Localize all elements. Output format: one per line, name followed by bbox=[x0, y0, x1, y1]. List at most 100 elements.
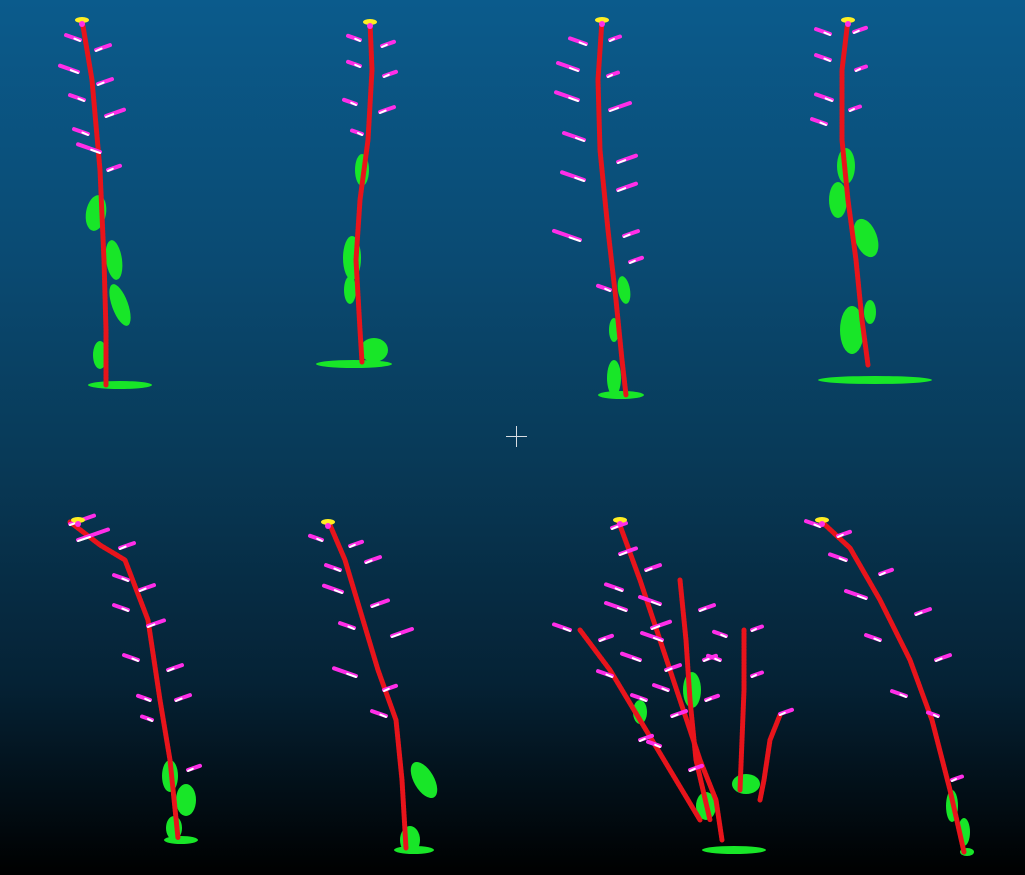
node bbox=[147, 718, 153, 722]
flower-bud bbox=[617, 521, 623, 527]
node bbox=[77, 536, 91, 542]
node bbox=[167, 667, 175, 672]
flower bbox=[613, 517, 627, 523]
flower-bud bbox=[819, 521, 825, 527]
node bbox=[639, 697, 647, 702]
node bbox=[569, 67, 579, 72]
node bbox=[609, 38, 615, 42]
node bbox=[131, 657, 139, 662]
node bbox=[617, 159, 627, 164]
leaf bbox=[607, 360, 621, 396]
node bbox=[873, 637, 881, 642]
node bbox=[609, 107, 619, 112]
flower-bud bbox=[845, 21, 851, 27]
leaf bbox=[732, 774, 760, 794]
flower bbox=[841, 17, 855, 23]
ground-patch bbox=[702, 846, 766, 854]
node bbox=[751, 674, 757, 678]
ground-patch bbox=[598, 391, 644, 399]
stem bbox=[353, 19, 375, 365]
node bbox=[568, 96, 579, 102]
bud bbox=[76, 527, 110, 542]
node bbox=[90, 148, 101, 154]
node bbox=[175, 697, 183, 702]
stem bbox=[677, 577, 713, 823]
node bbox=[575, 137, 585, 142]
leaf bbox=[853, 218, 879, 258]
ground-patch bbox=[88, 381, 152, 389]
node bbox=[933, 714, 939, 718]
stem bbox=[819, 519, 967, 855]
plant-8[interactable] bbox=[804, 517, 974, 856]
node bbox=[915, 611, 923, 616]
plant-4[interactable] bbox=[810, 17, 932, 384]
flower bbox=[815, 517, 829, 523]
node bbox=[855, 68, 861, 72]
node bbox=[651, 601, 661, 606]
node bbox=[614, 587, 623, 592]
plant-5[interactable] bbox=[67, 513, 202, 844]
node bbox=[187, 767, 194, 772]
node bbox=[823, 57, 831, 62]
node bbox=[714, 657, 721, 662]
node bbox=[689, 767, 696, 772]
node bbox=[853, 29, 860, 34]
flower bbox=[595, 17, 609, 23]
node bbox=[119, 545, 127, 550]
node bbox=[604, 287, 611, 292]
node bbox=[316, 537, 323, 542]
stem bbox=[327, 522, 409, 851]
leaf bbox=[344, 276, 356, 304]
node bbox=[751, 628, 757, 632]
flower-bud bbox=[75, 521, 81, 527]
node bbox=[819, 121, 827, 126]
stem bbox=[595, 17, 629, 398]
stem bbox=[577, 627, 703, 823]
node bbox=[69, 69, 79, 74]
plant-6[interactable] bbox=[308, 519, 443, 854]
node bbox=[139, 587, 147, 592]
node bbox=[617, 187, 627, 192]
ground-patch bbox=[316, 360, 392, 368]
leaf bbox=[105, 240, 123, 280]
node bbox=[95, 47, 103, 52]
stem bbox=[737, 627, 747, 793]
plant-7[interactable] bbox=[552, 517, 794, 854]
node bbox=[121, 607, 129, 612]
node bbox=[653, 637, 663, 642]
node bbox=[813, 523, 821, 528]
node bbox=[838, 557, 847, 562]
flower-bud bbox=[325, 523, 331, 529]
plant-2[interactable] bbox=[316, 19, 398, 368]
node bbox=[371, 603, 380, 608]
node bbox=[354, 63, 361, 68]
node bbox=[574, 176, 585, 182]
node bbox=[383, 687, 390, 692]
plant-1[interactable] bbox=[58, 17, 152, 389]
node bbox=[354, 37, 361, 42]
node bbox=[568, 236, 581, 242]
node bbox=[73, 37, 81, 42]
stem bbox=[67, 519, 181, 841]
node bbox=[357, 132, 363, 136]
plant-3[interactable] bbox=[552, 17, 644, 399]
node bbox=[720, 633, 727, 638]
node bbox=[703, 657, 710, 662]
node bbox=[837, 533, 844, 538]
node bbox=[346, 672, 357, 678]
node bbox=[379, 109, 387, 114]
node bbox=[383, 73, 390, 78]
node bbox=[619, 551, 628, 556]
node bbox=[665, 667, 673, 672]
node bbox=[97, 81, 105, 86]
node bbox=[333, 589, 343, 594]
flower bbox=[75, 17, 89, 23]
node bbox=[779, 711, 786, 716]
node bbox=[349, 543, 356, 548]
node bbox=[879, 571, 886, 576]
node bbox=[705, 697, 712, 702]
node bbox=[651, 625, 661, 630]
stem bbox=[839, 17, 871, 368]
